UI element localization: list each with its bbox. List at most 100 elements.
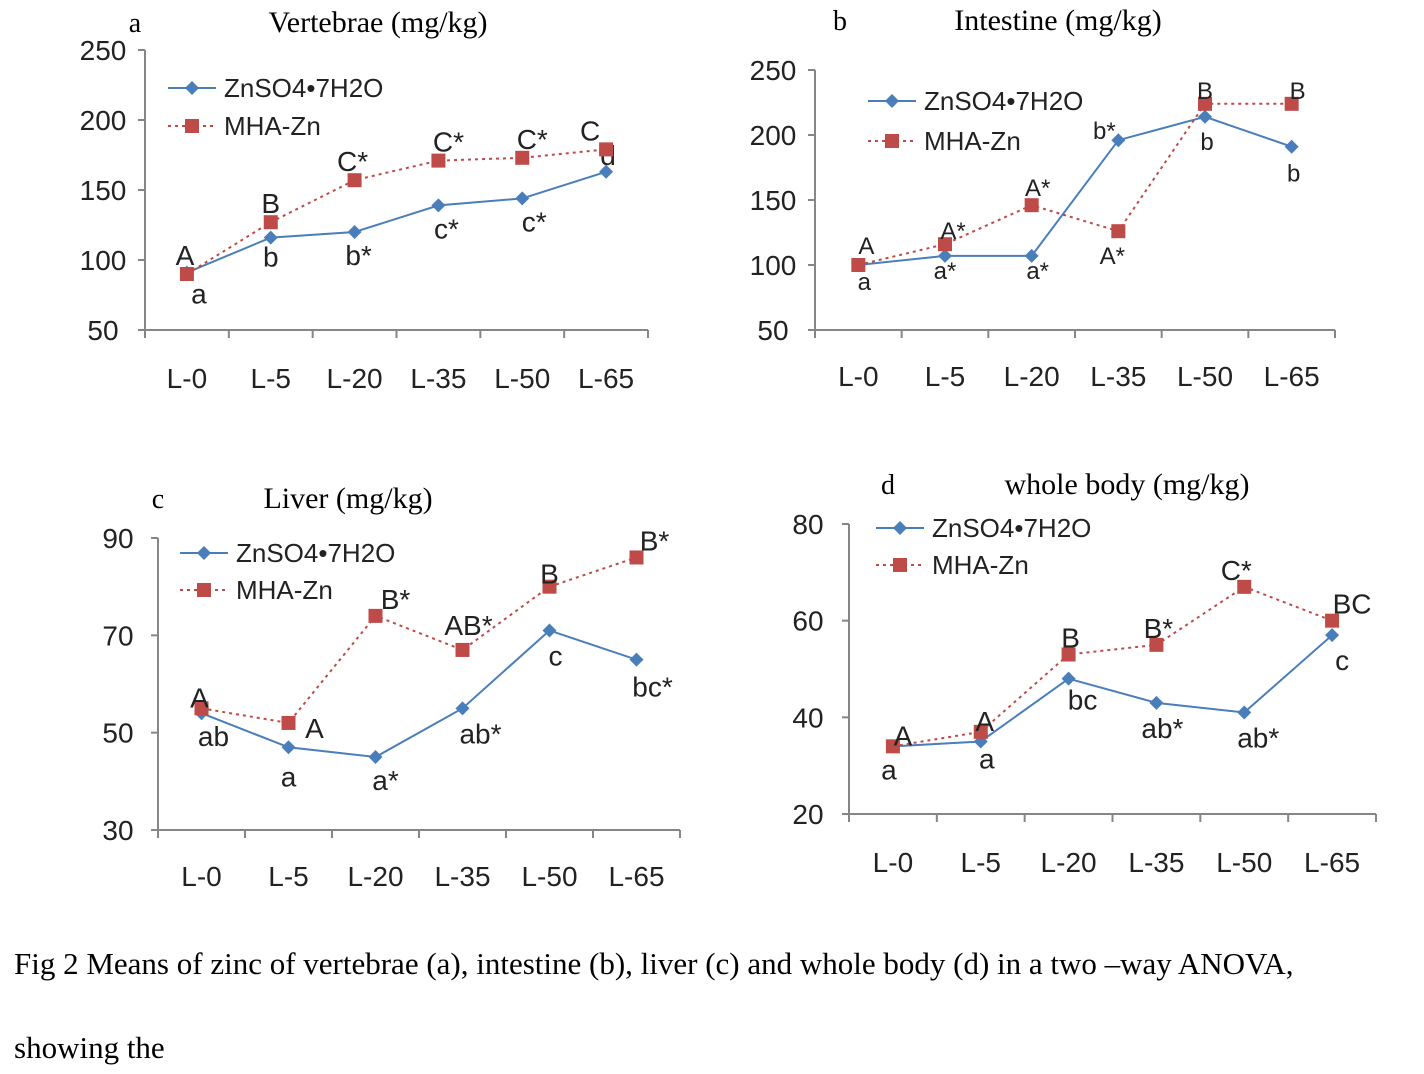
- y-tick-label: 80: [792, 509, 823, 540]
- data-point-mhazn: [455, 642, 470, 657]
- chart-title: Liver (mg/kg): [263, 482, 432, 515]
- data-point-mhazn: [281, 715, 296, 730]
- series-line-mhazn: [892, 585, 1333, 748]
- series-line-znso4: [858, 115, 1292, 266]
- legend-marker: [197, 583, 211, 597]
- x-tick-label: L-5: [268, 861, 308, 892]
- legend-item-znso4: ZnSO4•7H2O: [876, 513, 1091, 543]
- y-tick-label: 150: [80, 175, 127, 206]
- data-point-znso4: [629, 652, 644, 667]
- data-label: A*: [1025, 175, 1050, 202]
- data-point-znso4: [938, 248, 952, 263]
- data-point-mhazn: [347, 173, 362, 188]
- y-tick-label: 100: [750, 250, 797, 281]
- series-line-znso4: [186, 170, 607, 274]
- y-tick-label: 50: [757, 315, 788, 346]
- data-point-mhazn: [431, 153, 446, 168]
- chart-panel-b: 50 100 150 200 250 L-0 L-5 L-20 L-35 L-50 L-65 Inte…: [750, 4, 1336, 392]
- x-tick-label: L-0: [873, 847, 913, 878]
- legend-item-znso4: ZnSO4•7H2O: [868, 86, 1083, 116]
- data-label: B: [1061, 623, 1080, 654]
- data-label: b*: [1093, 118, 1116, 145]
- data-label: A*: [1100, 243, 1125, 270]
- legend-marker: [885, 94, 899, 108]
- series-line-mhazn: [201, 556, 637, 725]
- legend-label: ZnSO4•7H2O: [932, 513, 1091, 543]
- y-tick-label: 20: [792, 799, 823, 830]
- data-point-znso4: [1024, 248, 1039, 263]
- legend-label: ZnSO4•7H2O: [236, 538, 395, 568]
- data-label: bc*: [632, 672, 673, 703]
- x-tick-label: L-50: [1216, 847, 1272, 878]
- data-label: c*: [434, 213, 459, 244]
- y-tick-label: 100: [80, 245, 127, 276]
- x-tick-label: L-35: [410, 363, 466, 394]
- y-tick-label: 200: [750, 120, 797, 151]
- data-point-znso4: [1237, 705, 1252, 720]
- x-tick-label: L-20: [1004, 361, 1060, 392]
- panel-letter: b: [833, 6, 847, 37]
- x-tick-label: L-50: [1177, 361, 1233, 392]
- data-label: a: [881, 754, 897, 785]
- data-point-znso4: [542, 623, 557, 638]
- figure-panels: 50 100 150 200 250 L-0 L-5 L-20 L-35 L-50 L-65 Vert…: [80, 4, 1377, 892]
- y-tick-label: 250: [80, 35, 127, 66]
- data-label: A*: [940, 218, 965, 245]
- x-tick-label: L-20: [347, 861, 403, 892]
- data-label: C*: [517, 124, 548, 155]
- data-label: a*: [934, 258, 957, 285]
- legend-marker: [893, 558, 907, 572]
- data-label: B*: [381, 584, 411, 615]
- data-point-znso4: [281, 740, 296, 755]
- data-point-mhazn: [1024, 198, 1039, 213]
- x-tick-label: L-0: [838, 361, 878, 392]
- data-point-mhazn: [1111, 224, 1126, 239]
- x-tick-label: L-5: [925, 361, 965, 392]
- data-label: ab: [198, 721, 229, 752]
- data-label: ab*: [459, 718, 501, 749]
- x-tick-label: L-20: [1041, 847, 1097, 878]
- y-tick-label: 40: [792, 702, 823, 733]
- data-point-mhazn: [1237, 579, 1252, 594]
- data-point-znso4: [1198, 109, 1212, 124]
- data-label: A: [190, 682, 209, 713]
- legend-label: ZnSO4•7H2O: [224, 73, 383, 103]
- caption-line-1: Fig 2 Means of zinc of vertebrae (a), in…: [14, 946, 1294, 981]
- legend-marker: [885, 134, 899, 148]
- data-point-mhazn: [938, 237, 952, 252]
- data-point-mhazn: [1061, 647, 1076, 662]
- data-label: C: [580, 115, 600, 146]
- y-tick-label: 250: [750, 55, 797, 86]
- data-label: B*: [640, 525, 670, 556]
- data-label: a*: [1026, 258, 1049, 285]
- legend-item-znso4: ZnSO4•7H2O: [180, 538, 395, 568]
- data-label: a: [858, 269, 872, 296]
- chart-title: Vertebrae (mg/kg): [268, 6, 487, 39]
- data-point-mhazn: [179, 267, 194, 281]
- legend-item-znso4: ZnSO4•7H2O: [168, 73, 383, 103]
- data-label: B*: [1144, 613, 1174, 644]
- data-point-znso4: [1325, 628, 1340, 643]
- data-point-znso4: [455, 701, 470, 716]
- data-label: a*: [372, 765, 399, 796]
- data-point-znso4: [263, 230, 278, 245]
- data-label: ab*: [1141, 713, 1183, 744]
- panel-letter: a: [129, 8, 142, 39]
- legend-item-mhazn: MHA-Zn: [868, 126, 1021, 156]
- data-point-mhazn: [1149, 637, 1164, 652]
- data-point-mhazn: [542, 579, 557, 594]
- y-tick-label: 50: [102, 718, 133, 749]
- legend-item-mhazn: MHA-Zn: [180, 575, 333, 605]
- legend-label: MHA-Zn: [924, 126, 1021, 156]
- data-label: A: [975, 706, 994, 737]
- chart-title: Intestine (mg/kg): [954, 4, 1161, 37]
- legend-label: MHA-Zn: [224, 111, 321, 141]
- legend-label: MHA-Zn: [932, 550, 1029, 580]
- series-line-mhazn: [858, 102, 1292, 266]
- data-label: a: [979, 744, 995, 775]
- data-point-mhazn: [263, 215, 278, 230]
- data-point-znso4: [431, 198, 446, 213]
- data-label: A: [894, 720, 913, 751]
- x-tick-label: L-65: [608, 861, 664, 892]
- data-label: C*: [1221, 555, 1252, 586]
